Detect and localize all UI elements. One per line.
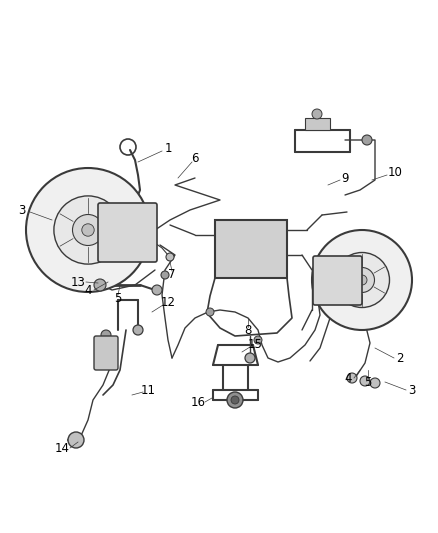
Text: 6: 6 — [191, 151, 199, 165]
Circle shape — [166, 253, 174, 261]
Circle shape — [133, 325, 143, 335]
Circle shape — [82, 224, 94, 236]
Text: 2: 2 — [396, 351, 404, 365]
Circle shape — [254, 336, 262, 344]
Text: 13: 13 — [71, 276, 85, 288]
Text: 14: 14 — [54, 441, 70, 455]
Text: 9: 9 — [341, 172, 349, 184]
Circle shape — [105, 247, 115, 257]
FancyBboxPatch shape — [98, 203, 157, 262]
Text: 3: 3 — [408, 384, 416, 397]
Circle shape — [105, 208, 115, 218]
Circle shape — [227, 392, 243, 408]
Text: 3: 3 — [18, 204, 26, 216]
Text: 10: 10 — [388, 166, 403, 179]
Circle shape — [370, 378, 380, 388]
Circle shape — [231, 396, 239, 404]
Circle shape — [335, 253, 389, 308]
Text: 15: 15 — [247, 338, 262, 351]
Bar — [305, 118, 330, 130]
Circle shape — [312, 109, 322, 119]
Circle shape — [54, 196, 122, 264]
Circle shape — [347, 373, 357, 383]
Circle shape — [68, 432, 84, 448]
Text: 4: 4 — [84, 284, 92, 296]
Circle shape — [26, 168, 150, 292]
Text: 11: 11 — [141, 384, 155, 397]
Text: 5: 5 — [114, 292, 122, 304]
Text: 12: 12 — [160, 295, 176, 309]
Text: 1: 1 — [164, 141, 172, 155]
Text: 5: 5 — [364, 376, 372, 389]
Circle shape — [357, 275, 367, 285]
FancyBboxPatch shape — [313, 256, 362, 305]
Circle shape — [312, 230, 412, 330]
Circle shape — [94, 279, 106, 291]
Circle shape — [73, 214, 103, 246]
Circle shape — [360, 376, 370, 386]
Circle shape — [362, 135, 372, 145]
Text: 4: 4 — [344, 372, 352, 384]
Circle shape — [101, 330, 111, 340]
Circle shape — [350, 268, 374, 293]
Circle shape — [245, 353, 255, 363]
FancyBboxPatch shape — [94, 336, 118, 370]
Circle shape — [161, 271, 169, 279]
Text: 7: 7 — [168, 269, 176, 281]
Circle shape — [152, 285, 162, 295]
Text: 8: 8 — [244, 324, 252, 336]
Circle shape — [206, 308, 214, 316]
Bar — [215, 220, 287, 278]
Text: 16: 16 — [191, 395, 205, 408]
